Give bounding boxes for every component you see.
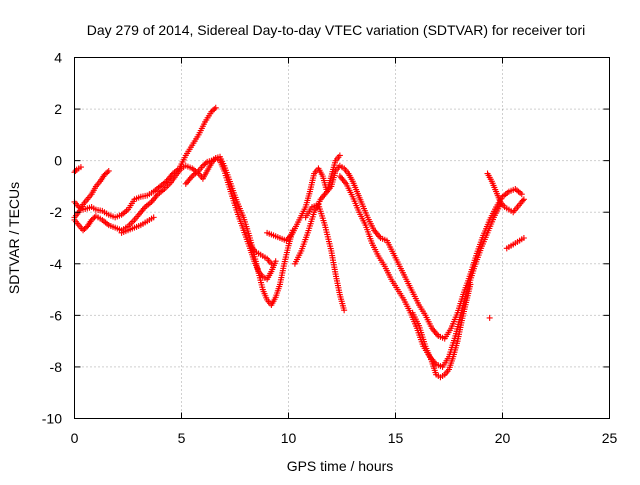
plot-frame <box>74 57 610 419</box>
data-point-arc-3 <box>211 106 218 113</box>
data-point-arc-2 <box>102 170 109 177</box>
x-tick-labels: 0 5 10 15 20 25 <box>71 430 618 446</box>
data-point-arc-9 <box>336 152 343 159</box>
chart-title: Day 279 of 2014, Sidereal Day-to-day VTE… <box>87 22 586 38</box>
x-tick-label: 25 <box>602 430 618 446</box>
data-point-arc-4 <box>88 216 95 223</box>
x-axis-label: GPS time / hours <box>287 458 394 474</box>
x-tick-label: 10 <box>281 430 297 446</box>
data-point-arc-6 <box>201 161 208 168</box>
y-tick-label: 0 <box>54 153 62 169</box>
x-tick-label: 20 <box>495 430 511 446</box>
data-point-arc-8 <box>518 191 525 198</box>
data-point-arc-12 <box>467 281 474 288</box>
data-point-arc-15 <box>486 314 493 321</box>
x-tick-label: 0 <box>71 430 79 446</box>
y-tick-label: 2 <box>54 101 62 117</box>
y-tick-label: -10 <box>42 411 62 427</box>
y-tick-label: -6 <box>50 307 63 323</box>
data-point-arc-10 <box>341 307 348 314</box>
data-point-arc-4 <box>90 215 97 222</box>
data-point-arc-3 <box>212 104 219 111</box>
data-point-arc-4 <box>81 225 88 232</box>
data-point-arc-6 <box>272 258 279 265</box>
data-point-arc-2 <box>105 167 112 174</box>
data-point-arc-13 <box>520 196 527 203</box>
data-point-arc-14 <box>520 235 527 241</box>
data-point-arc-2 <box>104 169 111 176</box>
y-tick-label: -8 <box>50 359 63 375</box>
data-point-arc-4 <box>80 227 87 234</box>
data-point-arc-6 <box>199 162 206 169</box>
data-point-arc-5 <box>150 214 157 221</box>
y-tick-label: -4 <box>50 256 63 272</box>
data-point-arc-3 <box>209 107 216 114</box>
grid <box>74 57 610 419</box>
data-point-arc-7 <box>268 260 275 267</box>
data-point-arc-2 <box>101 171 108 178</box>
data-point-arc-1 <box>77 164 84 171</box>
y-axis-label: SDTVAR / TECUs <box>6 182 22 294</box>
data-point-arc-1 <box>72 167 79 174</box>
data-marks <box>71 104 527 381</box>
x-tick-label: 15 <box>388 430 404 446</box>
y-tick-label: -2 <box>50 204 63 220</box>
data-point-arc-6 <box>202 160 209 167</box>
y-tick-label: 4 <box>54 50 62 66</box>
data-point-arc-13 <box>519 197 526 204</box>
data-point-arc-3 <box>208 108 215 115</box>
axis-ticks <box>74 57 610 419</box>
x-tick-label: 5 <box>178 430 186 446</box>
y-tick-labels: -10 -8 -6 -4 -2 0 2 4 <box>42 50 62 427</box>
